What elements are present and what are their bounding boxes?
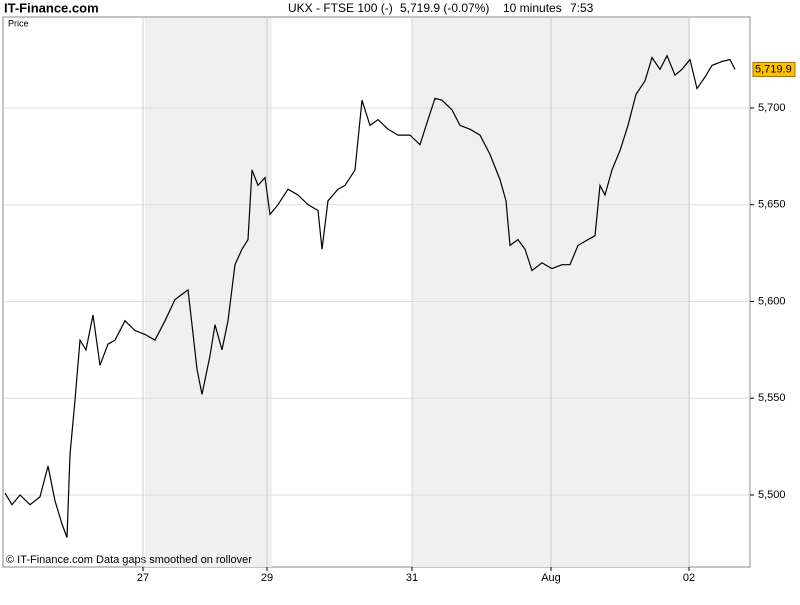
price-line xyxy=(4,54,736,538)
time: 7:53 xyxy=(570,1,594,15)
y-tick-label: 5,700 xyxy=(758,102,786,114)
footer: © IT-Finance.com Data gaps smoothed on r… xyxy=(6,554,252,566)
x-tick-label: 31 xyxy=(406,572,418,584)
symbol: UKX - FTSE 100 (-) xyxy=(288,1,393,15)
y-tick-label: 5,650 xyxy=(758,199,786,211)
y-tick-label: 5,550 xyxy=(758,392,786,404)
last-price-label: 5,719.9 xyxy=(755,63,792,75)
last-price-box xyxy=(752,61,796,77)
quote: 5,719.9 (-0.07%) xyxy=(400,1,489,15)
x-tick-label: 27 xyxy=(137,572,149,584)
x-tick-label: Aug xyxy=(541,572,561,584)
x-tick-label: 29 xyxy=(261,572,273,584)
shaded-band xyxy=(145,18,272,567)
y-tick-label: 5,500 xyxy=(758,489,786,501)
y-axis-label: Price xyxy=(8,18,29,28)
site-name: IT-Finance.com xyxy=(4,0,99,15)
y-tick-label: 5,600 xyxy=(758,295,786,307)
x-tick-label: 02 xyxy=(683,572,695,584)
interval: 10 minutes xyxy=(503,1,562,15)
